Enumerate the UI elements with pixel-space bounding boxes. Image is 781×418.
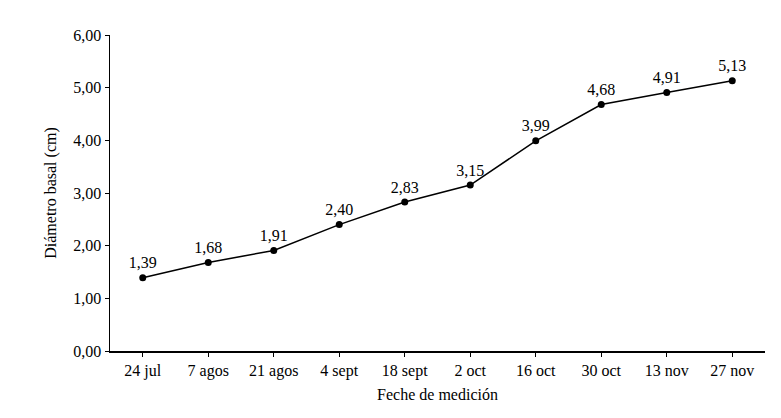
svg-text:5,13: 5,13 (718, 57, 746, 74)
svg-text:3,99: 3,99 (522, 117, 550, 134)
svg-text:24 jul: 24 jul (124, 362, 161, 380)
svg-text:30 oct: 30 oct (581, 362, 621, 379)
svg-text:13 nov: 13 nov (645, 362, 689, 379)
svg-text:2,83: 2,83 (391, 179, 419, 196)
svg-text:7 agos: 7 agos (188, 362, 229, 380)
svg-text:4,68: 4,68 (587, 81, 615, 98)
svg-text:Diámetro basal (cm): Diámetro basal (cm) (42, 127, 60, 259)
svg-text:2,00: 2,00 (73, 237, 101, 254)
svg-text:Feche de medición: Feche de medición (377, 386, 498, 403)
svg-text:2,40: 2,40 (325, 201, 353, 218)
svg-text:4,00: 4,00 (73, 132, 101, 149)
svg-text:1,68: 1,68 (194, 239, 222, 256)
svg-text:27 nov: 27 nov (710, 362, 754, 379)
svg-text:4,91: 4,91 (653, 69, 681, 86)
svg-text:21 agos: 21 agos (249, 362, 298, 380)
svg-text:2 oct: 2 oct (454, 362, 486, 379)
svg-text:3,00: 3,00 (73, 185, 101, 202)
svg-text:1,39: 1,39 (129, 254, 157, 271)
svg-text:1,00: 1,00 (73, 290, 101, 307)
svg-text:1,91: 1,91 (260, 227, 288, 244)
svg-text:3,15: 3,15 (456, 162, 484, 179)
svg-text:5,00: 5,00 (73, 79, 101, 96)
svg-text:6,00: 6,00 (73, 27, 101, 44)
svg-text:4 sept: 4 sept (320, 362, 358, 380)
svg-text:0,00: 0,00 (73, 343, 101, 360)
svg-text:18 sept: 18 sept (382, 362, 428, 380)
svg-text:16 oct: 16 oct (516, 362, 556, 379)
